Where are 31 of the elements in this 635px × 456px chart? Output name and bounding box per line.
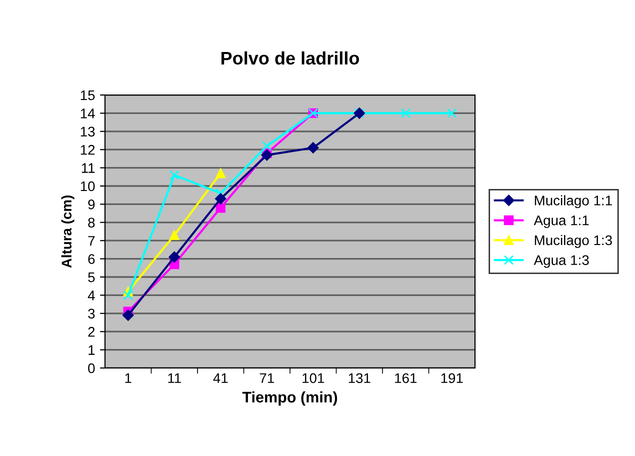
y-tick-label: 15 [80, 90, 95, 100]
y-tick-label: 0 [88, 363, 95, 374]
y-tick-label: 1 [88, 345, 95, 355]
x-tick-label: 131 [348, 373, 370, 384]
legend-label: Agua 1:1 [534, 216, 589, 228]
y-tick-label: 10 [80, 181, 95, 192]
x-tick-label: 71 [260, 373, 274, 383]
x-tick-label: 41 [213, 373, 228, 383]
legend-label: Mucilago 1:3 [534, 234, 612, 248]
y-tick-label: 5 [88, 272, 95, 282]
y-tick-label: 4 [88, 290, 95, 300]
y-tick-label: 14 [80, 108, 95, 118]
y-tick-label: 13 [80, 126, 95, 137]
x-tick-label: 191 [441, 373, 463, 384]
legend-label: Agua 1:3 [534, 255, 589, 268]
chart-title: Polvo de ladrillo [221, 51, 360, 65]
x-axis-title: Tiempo (min) [242, 391, 338, 406]
y-tick-label: 2 [88, 326, 95, 337]
y-tick-label: 6 [88, 254, 95, 264]
y-tick-label: 7 [88, 236, 95, 246]
x-tick-label: 101 [302, 373, 324, 384]
x-tick-label: 11 [168, 373, 181, 383]
x-tick-label: 161 [395, 373, 417, 384]
x-tick-label: 1 [125, 373, 132, 383]
y-tick-label: 12 [80, 144, 95, 155]
legend-label: Mucilago 1:1 [534, 195, 612, 208]
y-tick-label: 9 [88, 200, 95, 210]
y-tick-label: 11 [82, 163, 95, 173]
y-tick-label: 3 [88, 308, 95, 319]
y-tick-label: 8 [88, 218, 95, 228]
y-axis-title: Altura (cm) [61, 196, 74, 268]
